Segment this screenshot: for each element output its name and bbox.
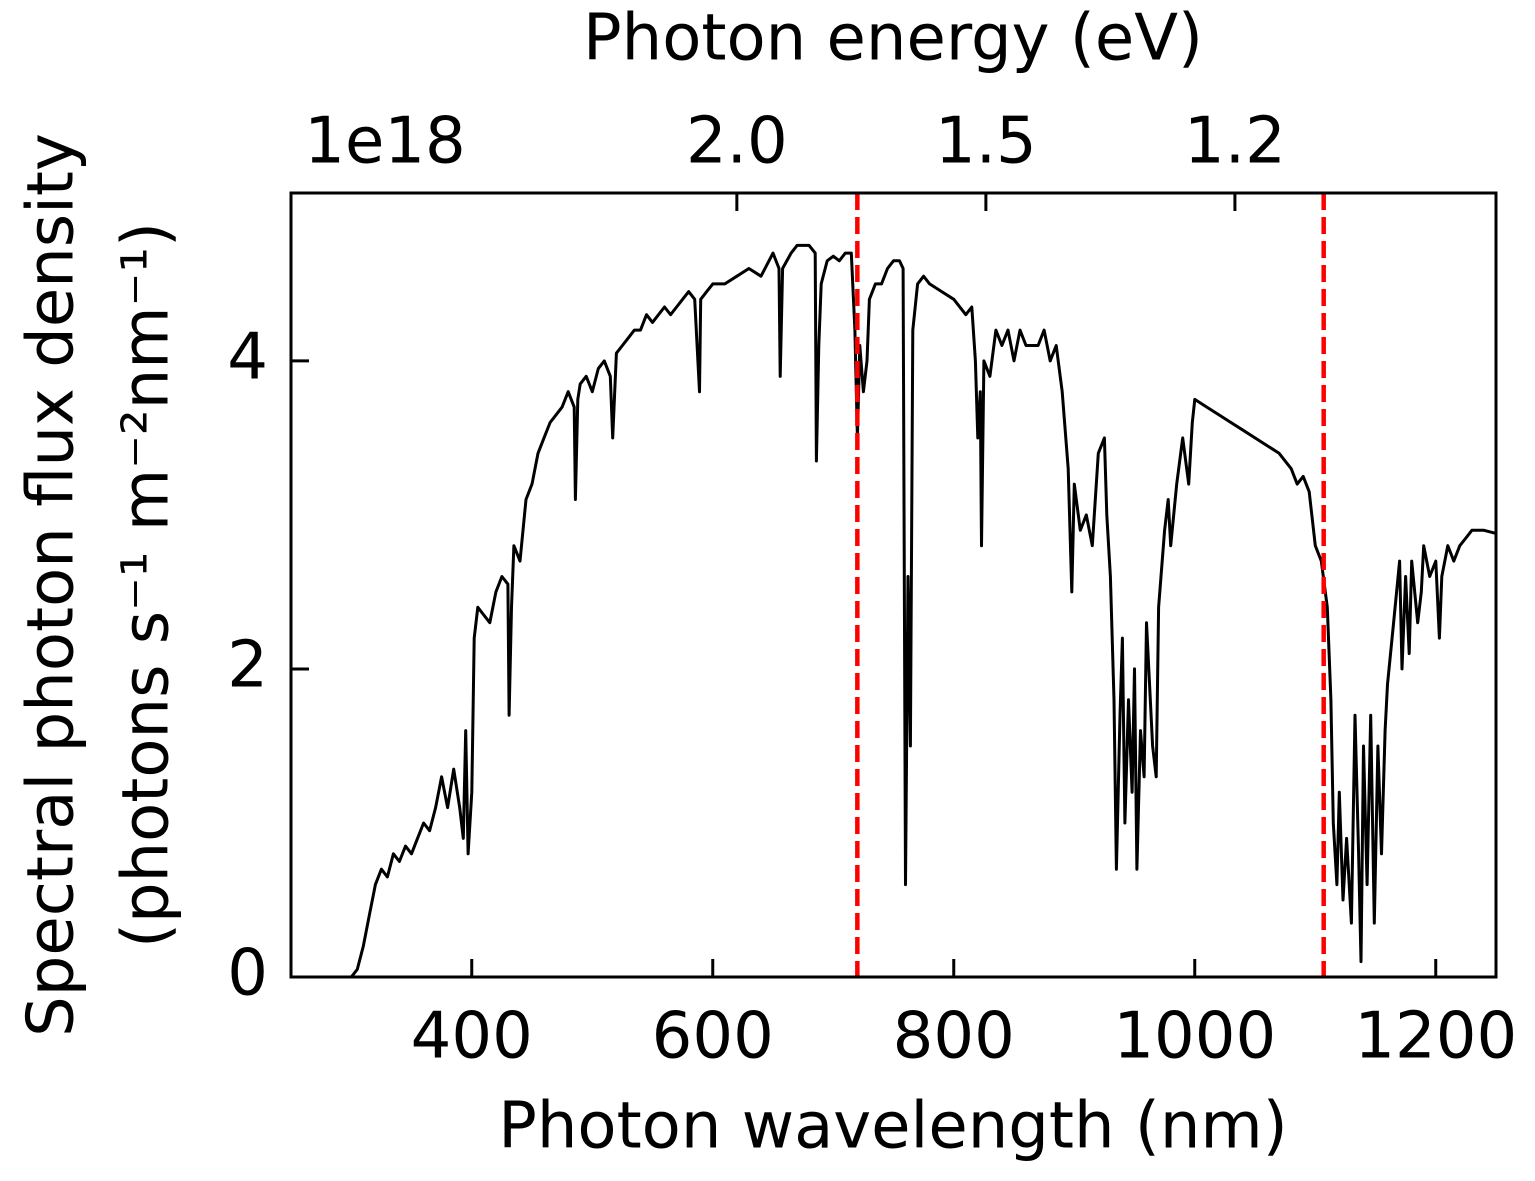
y-axis-label: (photons s⁻¹ m⁻²nm⁻¹) [110,222,184,948]
x2-tick-label: 2.0 [686,105,788,179]
x-tick-label: 800 [893,1000,1015,1074]
plot-frame [289,191,1498,979]
offset-label: 1e18 [304,105,466,179]
y-tick-label: 4 [227,320,268,394]
x-tick-label: 1200 [1354,1000,1517,1074]
x2-axis-label: Photon energy (eV) [583,2,1203,76]
x2-tick-label: 1.2 [1184,105,1286,179]
y-axis-label: Spectral photon flux density [15,133,89,1037]
x2-tick-label: 1.5 [935,105,1037,179]
spectrum-line [350,243,1497,978]
x-tick-label: 600 [652,1000,774,1074]
y-tick-label: 0 [227,937,268,1011]
x-tick-label: 1000 [1113,1000,1276,1074]
y-tick-label: 2 [227,629,268,703]
x-axis-label: Photon wavelength (nm) [498,1090,1287,1164]
x-tick-label: 400 [411,1000,533,1074]
